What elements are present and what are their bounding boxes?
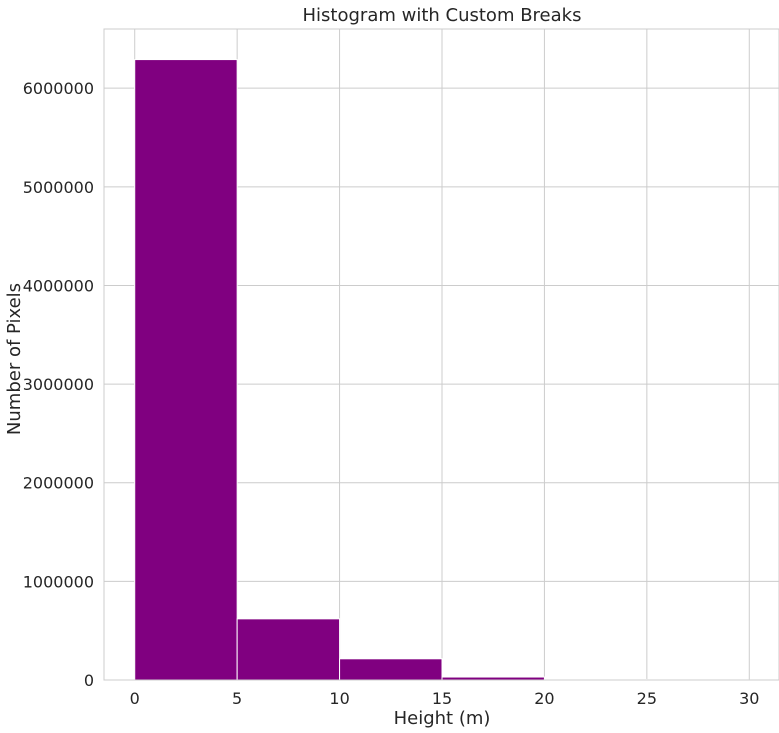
y-tick-label: 5000000 [23, 178, 94, 197]
histogram-bar [339, 658, 443, 681]
y-tick-label: 1000000 [23, 572, 94, 591]
plot-frame [103, 28, 779, 681]
y-tick-label: 6000000 [23, 79, 94, 98]
x-tick-label: 25 [637, 689, 657, 708]
x-tick-label: 10 [329, 689, 349, 708]
y-axis-ticks: 0 1000000 2000000 3000000 4000000 5000000 6000… [23, 79, 94, 690]
x-tick-label: 20 [534, 689, 554, 708]
y-tick-label: 4000000 [23, 276, 94, 295]
y-tick-label: 3000000 [23, 375, 94, 394]
x-tick-label: 30 [739, 689, 759, 708]
x-axis-label: Height (m) [394, 708, 491, 729]
x-axis-ticks: 0 5 10 15 20 25 30 [130, 689, 760, 708]
histogram-bar [236, 618, 341, 681]
y-axis-label: Number of Pixels [4, 283, 25, 435]
y-tick-label: 2000000 [23, 474, 94, 493]
histogram-bar [134, 59, 238, 681]
chart-title: Histogram with Custom Breaks [303, 5, 582, 26]
x-tick-label: 5 [232, 689, 242, 708]
histogram-bars [134, 59, 750, 681]
x-tick-label: 15 [432, 689, 452, 708]
x-tick-label: 0 [130, 689, 140, 708]
y-tick-label: 0 [84, 671, 94, 690]
